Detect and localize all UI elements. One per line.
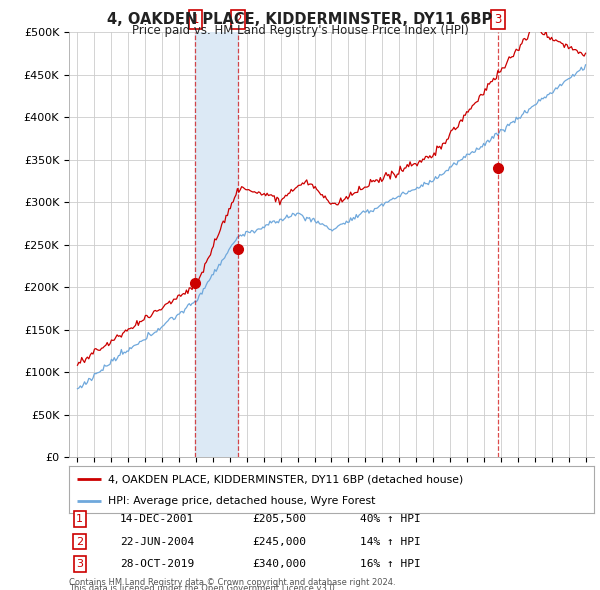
Text: 3: 3 <box>76 559 83 569</box>
Text: 2: 2 <box>76 537 83 546</box>
Text: £205,500: £205,500 <box>252 514 306 524</box>
Text: 3: 3 <box>494 13 502 26</box>
Text: 4, OAKDEN PLACE, KIDDERMINSTER, DY11 6BP: 4, OAKDEN PLACE, KIDDERMINSTER, DY11 6BP <box>107 12 493 27</box>
Text: 16% ↑ HPI: 16% ↑ HPI <box>360 559 421 569</box>
Text: 28-OCT-2019: 28-OCT-2019 <box>120 559 194 569</box>
Text: £245,000: £245,000 <box>252 537 306 546</box>
Text: 1: 1 <box>191 13 199 26</box>
Text: 40% ↑ HPI: 40% ↑ HPI <box>360 514 421 524</box>
Text: 14% ↑ HPI: 14% ↑ HPI <box>360 537 421 546</box>
Text: Contains HM Land Registry data © Crown copyright and database right 2024.: Contains HM Land Registry data © Crown c… <box>69 578 395 587</box>
Text: Price paid vs. HM Land Registry's House Price Index (HPI): Price paid vs. HM Land Registry's House … <box>131 24 469 37</box>
Text: 1: 1 <box>76 514 83 524</box>
Text: This data is licensed under the Open Government Licence v3.0.: This data is licensed under the Open Gov… <box>69 584 337 590</box>
Bar <box>196 32 238 457</box>
Text: 4, OAKDEN PLACE, KIDDERMINSTER, DY11 6BP (detached house): 4, OAKDEN PLACE, KIDDERMINSTER, DY11 6BP… <box>109 474 464 484</box>
Text: £340,000: £340,000 <box>252 559 306 569</box>
Text: 14-DEC-2001: 14-DEC-2001 <box>120 514 194 524</box>
Text: 22-JUN-2004: 22-JUN-2004 <box>120 537 194 546</box>
Text: 2: 2 <box>234 13 242 26</box>
Text: HPI: Average price, detached house, Wyre Forest: HPI: Average price, detached house, Wyre… <box>109 497 376 506</box>
